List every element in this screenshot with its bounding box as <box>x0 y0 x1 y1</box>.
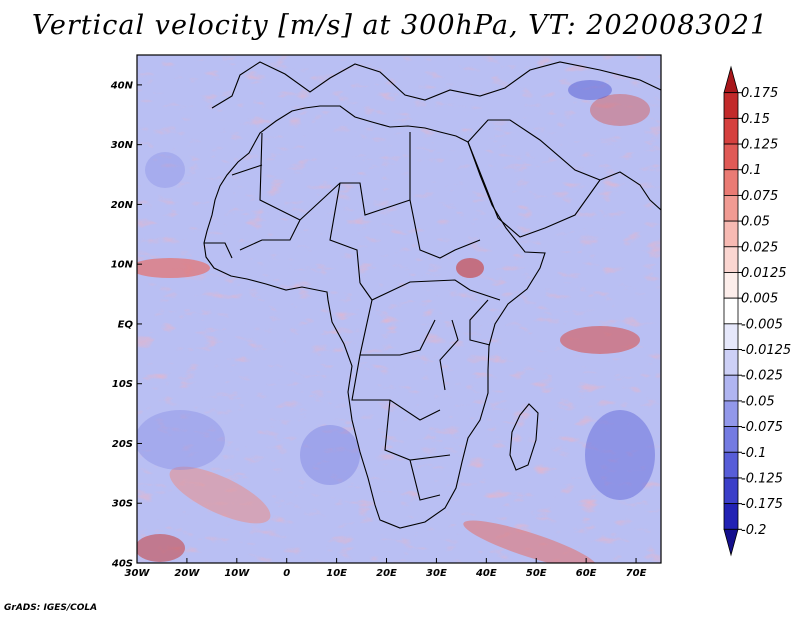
europe-coastline <box>211 61 661 109</box>
colorbar-swatch <box>723 220 739 248</box>
colorbar-swatch <box>723 246 739 273</box>
lon-tick-label: 20E <box>376 568 397 579</box>
colorbar-label: 0.1 <box>741 163 762 178</box>
arabia-coastline <box>467 119 601 238</box>
colorbar-swatch <box>723 195 739 222</box>
colorbar-label: -0.2 <box>741 523 766 538</box>
lat-tick-label: 30S <box>112 499 133 510</box>
colorbar-label: -0.125 <box>741 471 783 486</box>
colorbar-swatch <box>723 117 739 145</box>
colorbar-swatch <box>723 169 739 196</box>
colorbar-swatch <box>723 503 739 530</box>
colorbar: 0.175 0.15 0.125 0.1 0.075 0.05 0.025 0.0125 0.0… <box>723 65 791 557</box>
colorbar-label: 0.05 <box>741 215 770 230</box>
colorbar-label: -0.175 <box>741 497 783 512</box>
lon-tick-label: 70E <box>626 568 647 579</box>
lon-tick-label: 10W <box>224 568 250 579</box>
lat-tick-label: 40N <box>110 80 134 91</box>
colorbar-label: 0.15 <box>741 112 770 127</box>
colorbar-label: 0.175 <box>741 86 778 101</box>
lon-tick-label: 30W <box>125 568 151 579</box>
colorbar-swatch <box>723 400 739 427</box>
colorbar-swatch <box>723 92 739 119</box>
borders <box>204 132 501 501</box>
colorbar-label: -0.005 <box>741 317 783 332</box>
colorbar-swatch <box>723 349 739 376</box>
colorbar-swatch <box>723 374 739 402</box>
colorbar-label: 0.075 <box>741 189 778 204</box>
colorbar-swatch <box>723 65 739 94</box>
grads-credit: GrADS: IGES/COLA <box>4 603 98 613</box>
colorbar-swatch <box>723 323 739 350</box>
colorbar-swatch <box>723 451 739 479</box>
colorbar-swatch <box>723 272 739 299</box>
lat-tick-label: EQ <box>118 319 134 330</box>
colorbar-swatch <box>723 143 739 171</box>
lat-tick-label: 20S <box>112 439 133 450</box>
lon-tick-label: 50E <box>526 568 547 579</box>
lat-tick-label: 10N <box>111 260 134 271</box>
velocity-field <box>137 55 661 563</box>
lat-tick-label: 30N <box>111 140 134 151</box>
lon-tick-label: 30E <box>426 568 447 579</box>
lon-tick-label: 40E <box>475 568 497 579</box>
colorbar-swatch <box>723 297 739 325</box>
coastlines-and-borders <box>203 61 661 529</box>
colorbar-label: -0.1 <box>741 446 766 461</box>
lat-tick-label: 10S <box>112 379 133 390</box>
plot-frame <box>136 54 662 564</box>
colorbar-swatch <box>723 477 739 505</box>
colorbar-label: 0.025 <box>741 240 778 255</box>
colorbar-label: -0.05 <box>741 394 775 409</box>
lon-tick-label: 60E <box>576 568 597 579</box>
lon-tick-label: 10E <box>326 568 347 579</box>
map-title: Vertical velocity [m/s] at 300hPa, VT: 2… <box>31 10 769 41</box>
lat-tick-label: 20N <box>111 200 134 211</box>
colorbar-swatch <box>723 528 739 557</box>
colorbar-label: -0.075 <box>741 420 783 435</box>
colorbar-label: 0.125 <box>741 138 778 153</box>
madagascar-coastline <box>509 403 539 471</box>
colorbar-label: 0.005 <box>741 292 778 307</box>
lon-tick-label: 20W <box>174 568 200 579</box>
colorbar-label: -0.025 <box>741 369 783 384</box>
colorbar-label: -0.0125 <box>741 343 791 358</box>
colorbar-label: 0.0125 <box>741 266 787 281</box>
india-coastline <box>599 171 661 211</box>
lon-tick-label: 0 <box>283 568 290 579</box>
colorbar-swatch <box>723 426 739 453</box>
lat-tick-label: 40S <box>111 559 133 570</box>
